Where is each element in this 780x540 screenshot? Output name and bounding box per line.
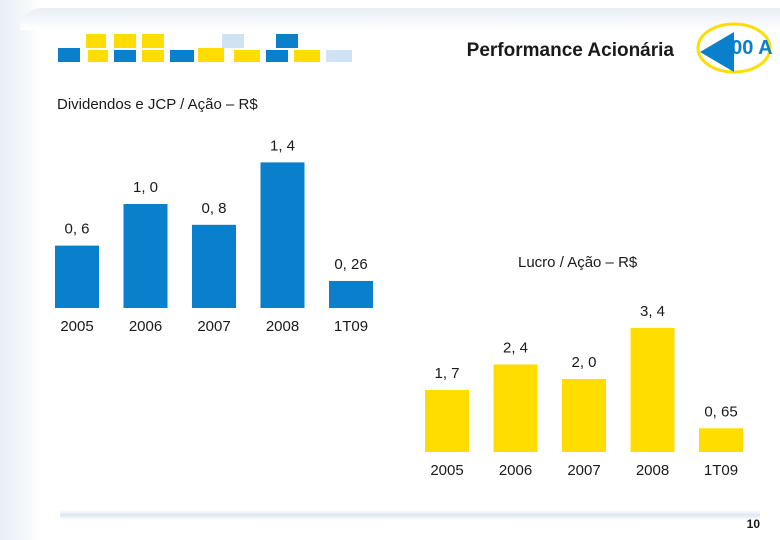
dividends-bar-2005 [55,245,99,308]
profit-bar-1T09 [699,428,743,452]
profit-category-label-2005: 2005 [430,462,463,479]
frame-bottom-decoration [60,510,760,520]
profit-chart-title: Lucro / Ação – R$ [518,254,638,271]
anniversary-logo: 200 ANOS [696,22,774,74]
dividends-value-label-2007: 0, 8 [201,200,226,217]
profit-chart: 1, 7 2005 2, 4 2006 2, 0 2007 3, 4 2008 0, 65 1T0… [425,303,743,479]
profit-category-label-1T09: 1T09 [704,462,738,479]
profit-category-label-2006: 2006 [499,462,532,479]
profit-value-label-1T09: 0, 65 [704,403,737,420]
dividends-value-label-2006: 1, 0 [133,179,158,196]
dividends-category-label-1T09: 1T09 [334,318,368,335]
page-number: 10 [746,517,760,531]
brand-mosaic-logo [58,34,352,62]
profit-value-label-2005: 1, 7 [434,365,459,382]
anniversary-logo-text: 200 ANOS [720,37,774,59]
profit-category-label-2007: 2007 [567,462,600,479]
profit-bar-2007 [562,379,606,452]
profit-bar-2008 [630,327,675,452]
profit-bar-2006 [493,364,538,452]
dividends-chart-title: Dividendos e JCP / Ação – R$ [57,96,258,113]
profit-value-label-2008: 3, 4 [640,303,665,320]
slide-title: Performance Acionária [466,40,674,61]
dividends-category-label-2008: 2008 [266,318,299,335]
frame-top-decoration [20,8,780,30]
profit-value-label-2007: 2, 0 [571,354,596,371]
dividends-chart: 0, 6 2005 1, 0 2006 0, 8 2007 1, 4 2008 0, 26 1T0… [55,137,373,335]
dividends-value-label-1T09: 0, 26 [334,256,367,273]
dividends-category-label-2007: 2007 [197,318,230,335]
dividends-category-label-2006: 2006 [129,318,162,335]
dividends-value-label-2008: 1, 4 [270,137,295,154]
dividends-category-label-2005: 2005 [60,318,93,335]
dividends-bar-1T09 [329,280,373,308]
profit-category-label-2008: 2008 [636,462,669,479]
profit-bar-2005 [425,389,469,452]
profit-value-label-2006: 2, 4 [503,339,528,356]
dividends-bar-2006 [123,204,168,308]
dividends-bar-2007 [192,224,236,308]
dividends-value-label-2005: 0, 6 [64,221,89,238]
frame-left-decoration [0,0,40,540]
dividends-bar-2008 [260,162,305,308]
